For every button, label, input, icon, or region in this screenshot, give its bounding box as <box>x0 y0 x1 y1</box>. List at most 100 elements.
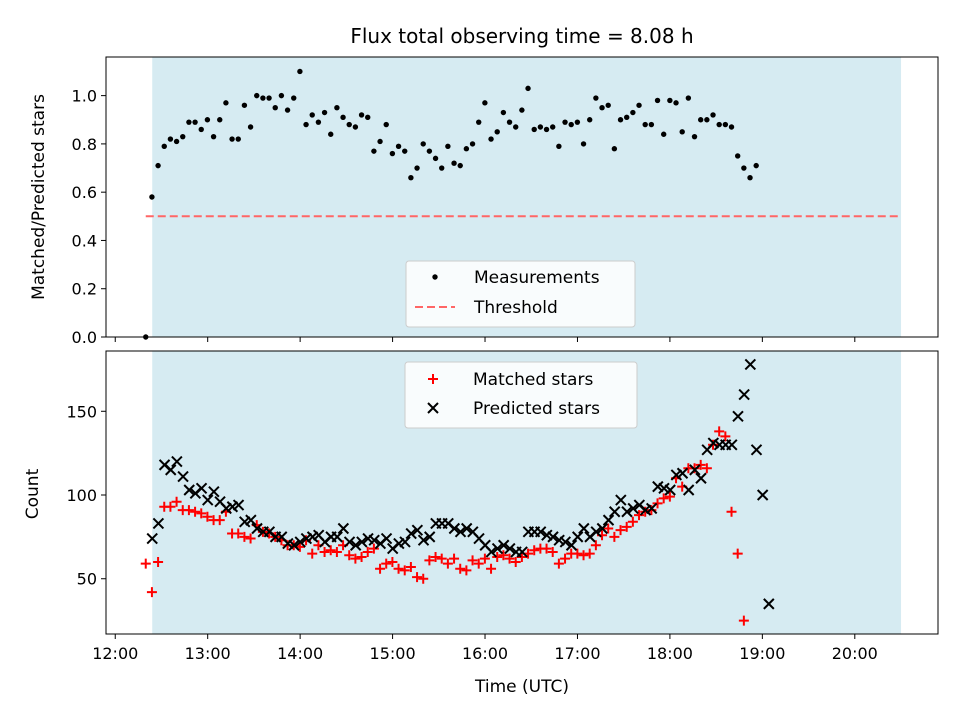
measurement-point <box>593 95 599 101</box>
measurement-point <box>679 129 685 135</box>
measurement-point <box>173 138 180 145</box>
predicted-star-point <box>232 499 245 511</box>
measurement-point <box>457 162 463 169</box>
measurement-point <box>469 141 476 147</box>
legend-measurements-label: Measurements <box>474 268 600 288</box>
predicted-star-point <box>565 539 578 551</box>
measurement-point <box>180 133 186 140</box>
matched-star-point <box>609 531 620 542</box>
legend-measurements-marker <box>432 274 438 280</box>
predicted-star-point <box>454 526 467 538</box>
measurement-point <box>155 162 161 169</box>
measurement-point <box>654 97 661 104</box>
matched-star-point <box>461 565 472 576</box>
measurement-point <box>272 104 278 111</box>
predicted-star-point <box>695 472 707 484</box>
measurement-point <box>383 121 389 128</box>
count-x-tick-label: 13:00 <box>185 644 231 663</box>
measurement-point <box>284 107 291 113</box>
count-legend: Matched stars Predicted stars <box>404 361 638 429</box>
predicted-star-point <box>183 484 195 496</box>
predicted-star-point <box>337 522 350 535</box>
measurement-points <box>143 68 759 340</box>
count-y-tick-label: 150 <box>66 402 97 421</box>
measurement-point <box>192 119 198 125</box>
count-x-ticks: 12:00 13:00 14:00 15:00 16:00 17:00 18:00 19:00… <box>92 634 878 663</box>
matched-star-point <box>658 493 669 504</box>
measurement-point <box>235 136 241 142</box>
ratio-y-tick-label: 0.6 <box>72 183 97 202</box>
predicted-star-point <box>664 484 676 496</box>
count-y-axis-label: Count <box>23 468 43 519</box>
matched-star-point <box>455 563 466 574</box>
matched-star-point <box>701 463 712 474</box>
measurement-point <box>186 119 192 125</box>
legend-matched-marker <box>428 374 438 384</box>
ratio-y-tick-label: 0.8 <box>72 135 97 154</box>
matched-star-point <box>153 556 164 567</box>
matched-star-point <box>171 496 182 507</box>
measurement-point <box>667 97 673 104</box>
measurement-point <box>642 121 648 128</box>
measurement-point <box>605 102 611 108</box>
measurement-point <box>371 148 377 154</box>
measurement-point <box>537 124 544 130</box>
matched-star-point <box>381 558 392 569</box>
measurement-point <box>402 148 408 154</box>
matched-star-point <box>510 556 521 567</box>
measurement-point <box>167 136 174 142</box>
measurement-point <box>587 117 593 123</box>
predicted-star-point <box>763 598 775 610</box>
matched-star-point <box>498 550 509 561</box>
matched-star-point <box>393 563 404 574</box>
matched-star-point <box>356 551 367 562</box>
matched-star-point <box>584 548 595 559</box>
measurement-point <box>550 124 556 130</box>
measurement-point <box>728 124 735 130</box>
count-y-ticks: 50 100 150 <box>66 402 106 589</box>
measurement-point <box>346 121 352 128</box>
predicted-star-point <box>331 531 343 543</box>
measurement-point <box>630 109 636 116</box>
matched-star-point <box>233 528 244 539</box>
matched-star-point <box>492 551 503 562</box>
matched-star-point <box>319 546 330 557</box>
measurement-point <box>395 143 402 150</box>
predicted-star-point <box>171 455 183 468</box>
predicted-star-point <box>621 506 633 518</box>
count-x-tick-label: 19:00 <box>739 644 785 663</box>
matched-star-point <box>473 558 484 569</box>
measurement-point <box>315 119 322 125</box>
matched-star-point <box>387 556 398 567</box>
predicted-star-point <box>596 522 609 535</box>
ratio-y-ticks: 0.0 0.2 0.4 0.6 0.8 1.0 <box>72 87 106 347</box>
measurement-point <box>568 121 574 128</box>
legend-threshold-label: Threshold <box>473 298 558 318</box>
measurement-point <box>297 68 303 75</box>
matched-star-point <box>307 548 318 559</box>
predicted-star-point <box>288 539 300 551</box>
matched-star-point <box>245 533 256 544</box>
predicted-star-point <box>750 444 763 456</box>
matched-star-point <box>714 426 725 437</box>
predicted-star-point <box>726 439 738 451</box>
matched-star-point <box>368 543 379 554</box>
matched-star-point <box>430 551 441 562</box>
predicted-star-point <box>602 514 615 526</box>
predicted-star-point <box>756 489 769 501</box>
matched-star-point <box>720 431 731 442</box>
legend-predicted-label: Predicted stars <box>473 399 600 419</box>
measurement-point <box>697 117 704 123</box>
measurement-point <box>149 194 155 200</box>
measurement-point <box>161 143 167 150</box>
measurement-point <box>291 95 297 101</box>
count-x-tick-label: 12:00 <box>92 644 138 663</box>
matched-star-point <box>412 572 423 583</box>
measurement-point <box>358 112 365 118</box>
predicted-star-point <box>146 532 158 545</box>
predicted-star-point <box>534 526 547 538</box>
measurement-point <box>488 136 494 142</box>
matched-star-point <box>239 531 250 542</box>
predicted-star-point <box>559 536 572 548</box>
measurement-point <box>426 148 433 154</box>
